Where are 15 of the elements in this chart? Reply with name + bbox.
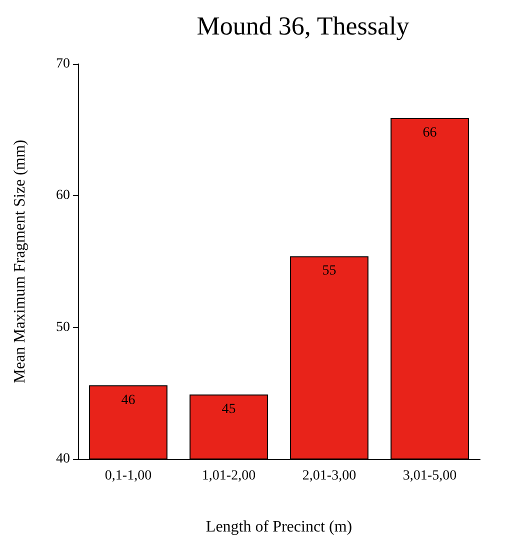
data-label: 45 — [222, 402, 236, 417]
y-tick-label: 60 — [56, 188, 70, 204]
x-tick-label: 2,01-3,00 — [302, 468, 356, 484]
data-label: 66 — [422, 125, 437, 140]
x-axis-title: Length of Precinct (m) — [206, 518, 352, 536]
x-tick-label: 1,01-2,00 — [202, 468, 256, 484]
x-tick-label: 3,01-5,00 — [402, 468, 457, 484]
data-label: 46 — [121, 392, 136, 408]
data-label: 55 — [322, 264, 336, 279]
y-tick-label: 50 — [56, 320, 70, 335]
x-tick-label: 0,1-1,00 — [104, 468, 152, 484]
y-tick-label: 70 — [56, 56, 70, 72]
y-axis-title: Mean Maximum Fragment Size (mm) — [12, 140, 28, 384]
chart-title: Mound 36, Thessaly — [196, 12, 410, 40]
y-tick-label: 40 — [56, 452, 70, 466]
